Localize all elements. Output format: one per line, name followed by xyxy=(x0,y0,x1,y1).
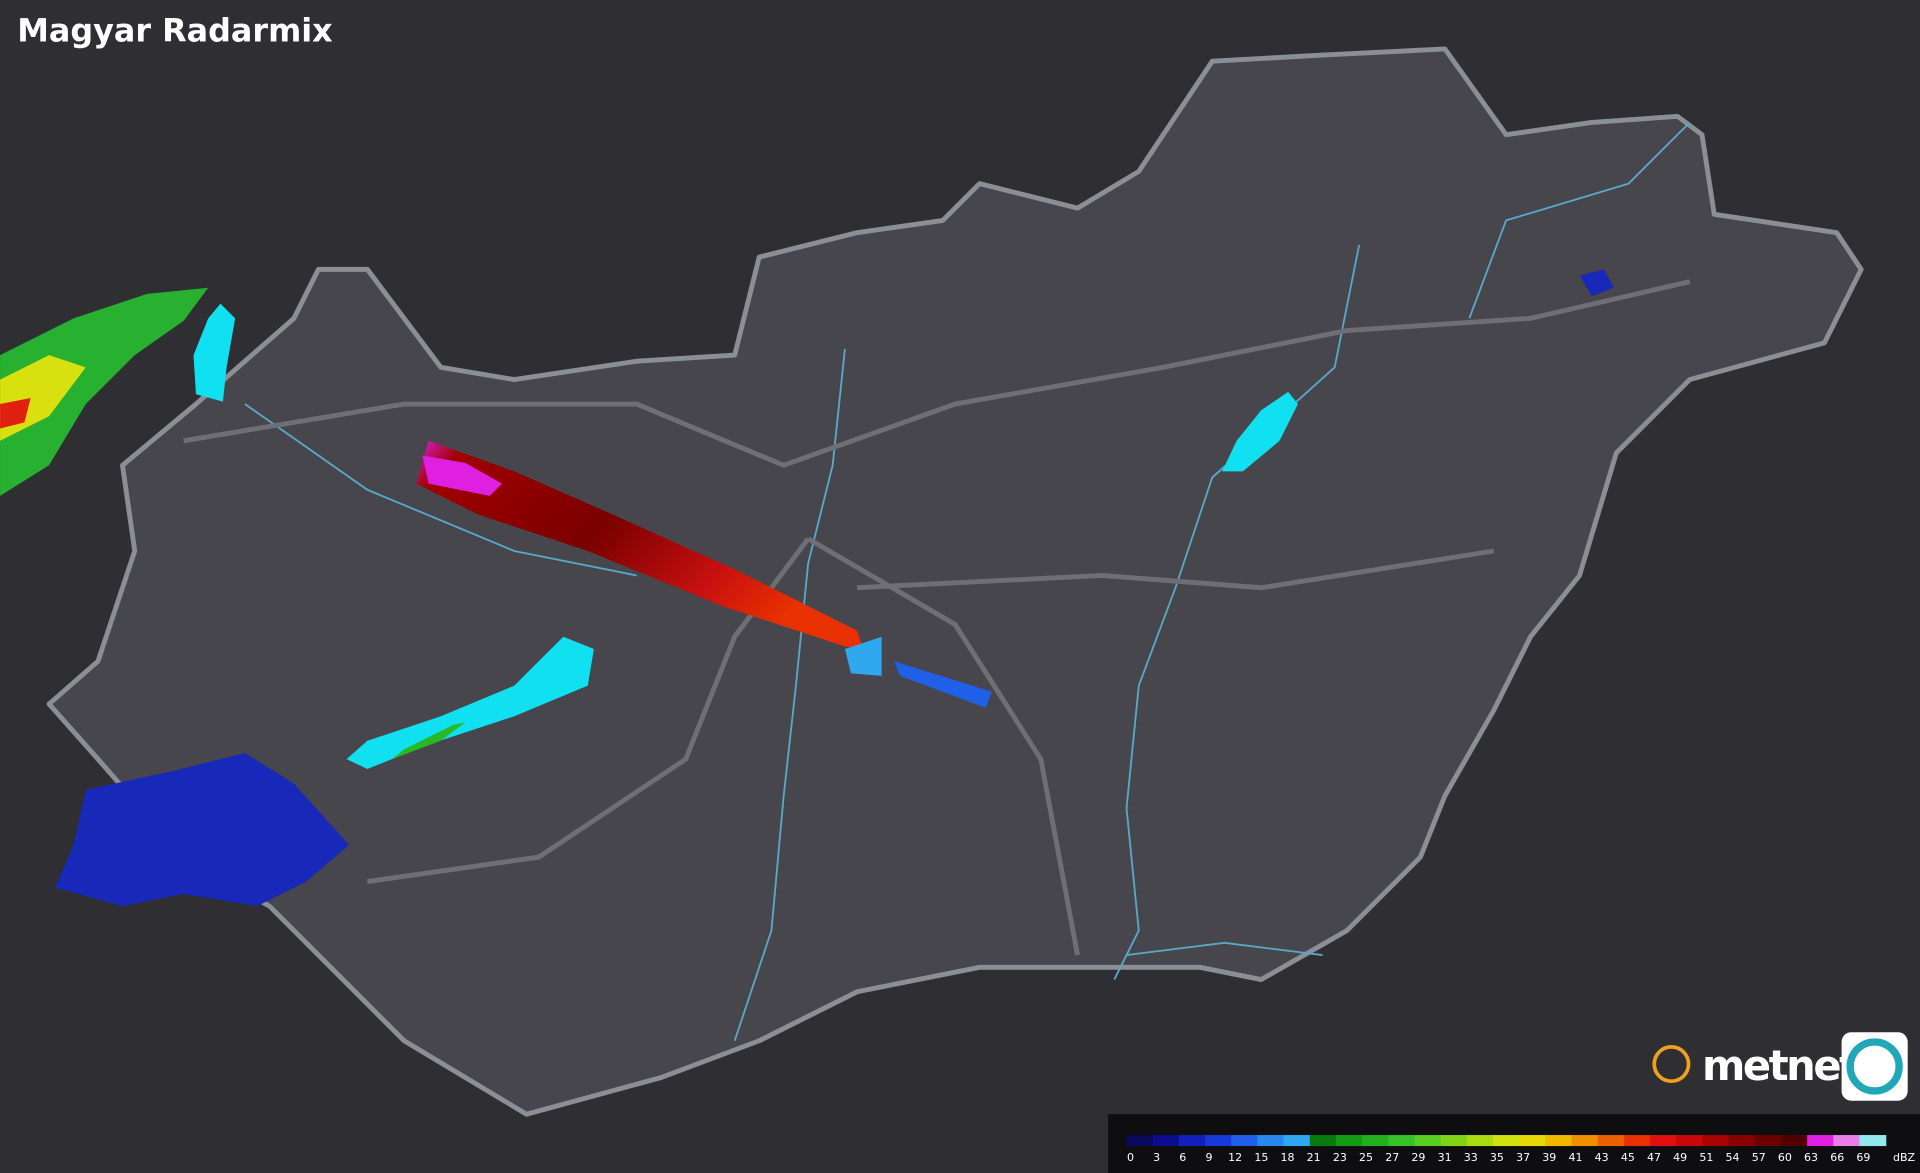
legend-color xyxy=(1571,1135,1599,1147)
river xyxy=(733,348,846,1042)
legend-color xyxy=(1283,1135,1311,1147)
legend-color xyxy=(1440,1135,1468,1147)
legend-color xyxy=(1493,1135,1520,1147)
legend-label: 35 xyxy=(1490,1151,1504,1164)
legend-color xyxy=(1335,1135,1363,1147)
legend-label: 6 xyxy=(1179,1151,1186,1164)
legend-label: 66 xyxy=(1830,1151,1844,1164)
lake xyxy=(193,303,236,402)
legend-label: 47 xyxy=(1647,1151,1661,1164)
legend-label: 39 xyxy=(1542,1151,1556,1164)
rivers xyxy=(244,121,1691,1042)
legend-color xyxy=(1126,1135,1154,1147)
legend: 0 3 6 9 12 15 18 21 23 25 27 29 31 33 35 37 39 41 43 45 47 49… xyxy=(1126,1135,1916,1164)
legend-color xyxy=(1257,1135,1285,1147)
legend-color xyxy=(1597,1135,1625,1147)
radar-echo xyxy=(422,455,503,496)
lake xyxy=(346,636,594,769)
legend-color xyxy=(1466,1135,1494,1147)
legend-label: 45 xyxy=(1621,1151,1635,1164)
legend-color xyxy=(1205,1135,1232,1147)
legend-color xyxy=(1231,1135,1259,1147)
legend-color xyxy=(1650,1135,1677,1147)
river xyxy=(244,403,637,577)
logo-swirl xyxy=(1846,1038,1903,1095)
radar-echo xyxy=(0,287,209,496)
legend-color xyxy=(1362,1135,1389,1147)
legend-color xyxy=(1152,1135,1180,1147)
legend-color xyxy=(1728,1135,1756,1147)
legend-label: 25 xyxy=(1359,1151,1373,1164)
road xyxy=(806,536,1080,956)
legend-color xyxy=(1780,1135,1808,1147)
legend-color xyxy=(1623,1135,1651,1147)
legend-color xyxy=(1754,1135,1782,1147)
legend-color xyxy=(1833,1135,1861,1147)
legend-label: 49 xyxy=(1673,1151,1687,1164)
legend-label: 29 xyxy=(1411,1151,1425,1164)
legend-color xyxy=(1859,1135,1887,1147)
road xyxy=(183,279,1691,468)
radar-echo xyxy=(1579,269,1614,297)
legend-label: 41 xyxy=(1568,1151,1582,1164)
road xyxy=(857,548,1495,591)
legend-label: 21 xyxy=(1307,1151,1321,1164)
legend-color xyxy=(1414,1135,1442,1147)
legend-unit: dBZ xyxy=(1893,1151,1916,1164)
legend-label: 23 xyxy=(1333,1151,1347,1164)
logo-text: metnet xyxy=(1702,1041,1858,1090)
river xyxy=(1113,244,1361,980)
legend-label: 57 xyxy=(1752,1151,1766,1164)
legend-label: 18 xyxy=(1281,1151,1295,1164)
legend-label: 9 xyxy=(1205,1151,1212,1164)
legend-label: 37 xyxy=(1516,1151,1530,1164)
legend-label: 60 xyxy=(1778,1151,1792,1164)
legend-label: 51 xyxy=(1699,1151,1713,1164)
legend-label: 69 xyxy=(1856,1151,1870,1164)
legend-color xyxy=(1702,1135,1730,1147)
legend-color xyxy=(1676,1135,1704,1147)
legend-color xyxy=(1309,1135,1337,1147)
legend-label: 31 xyxy=(1438,1151,1452,1164)
lake xyxy=(1222,391,1298,472)
legend-label: 54 xyxy=(1726,1151,1740,1164)
radar-streak xyxy=(416,440,864,649)
radar-echo xyxy=(391,722,466,760)
legend-label: 27 xyxy=(1385,1151,1399,1164)
legend-label: 33 xyxy=(1464,1151,1478,1164)
radar-echo xyxy=(893,661,992,708)
river xyxy=(1126,941,1323,956)
legend-label: 15 xyxy=(1254,1151,1268,1164)
radar-echo xyxy=(0,397,31,429)
radar-echo xyxy=(844,636,882,676)
logo: metnet xyxy=(1652,1032,1908,1101)
legend-color xyxy=(1178,1135,1206,1147)
legend-color xyxy=(1388,1135,1416,1147)
river xyxy=(1468,121,1691,319)
legend-color xyxy=(1807,1135,1834,1147)
legend-label: 3 xyxy=(1153,1151,1160,1164)
legend-color xyxy=(1545,1135,1573,1147)
legend-color xyxy=(1519,1135,1546,1147)
radar-echo xyxy=(55,753,350,907)
legend-label: 43 xyxy=(1595,1151,1609,1164)
legend-label: 0 xyxy=(1127,1151,1134,1164)
logo-sun xyxy=(1652,1045,1691,1084)
legend-label: 63 xyxy=(1804,1151,1818,1164)
legend-label: 12 xyxy=(1228,1151,1242,1164)
map-title: Magyar Radarmix xyxy=(17,12,333,50)
